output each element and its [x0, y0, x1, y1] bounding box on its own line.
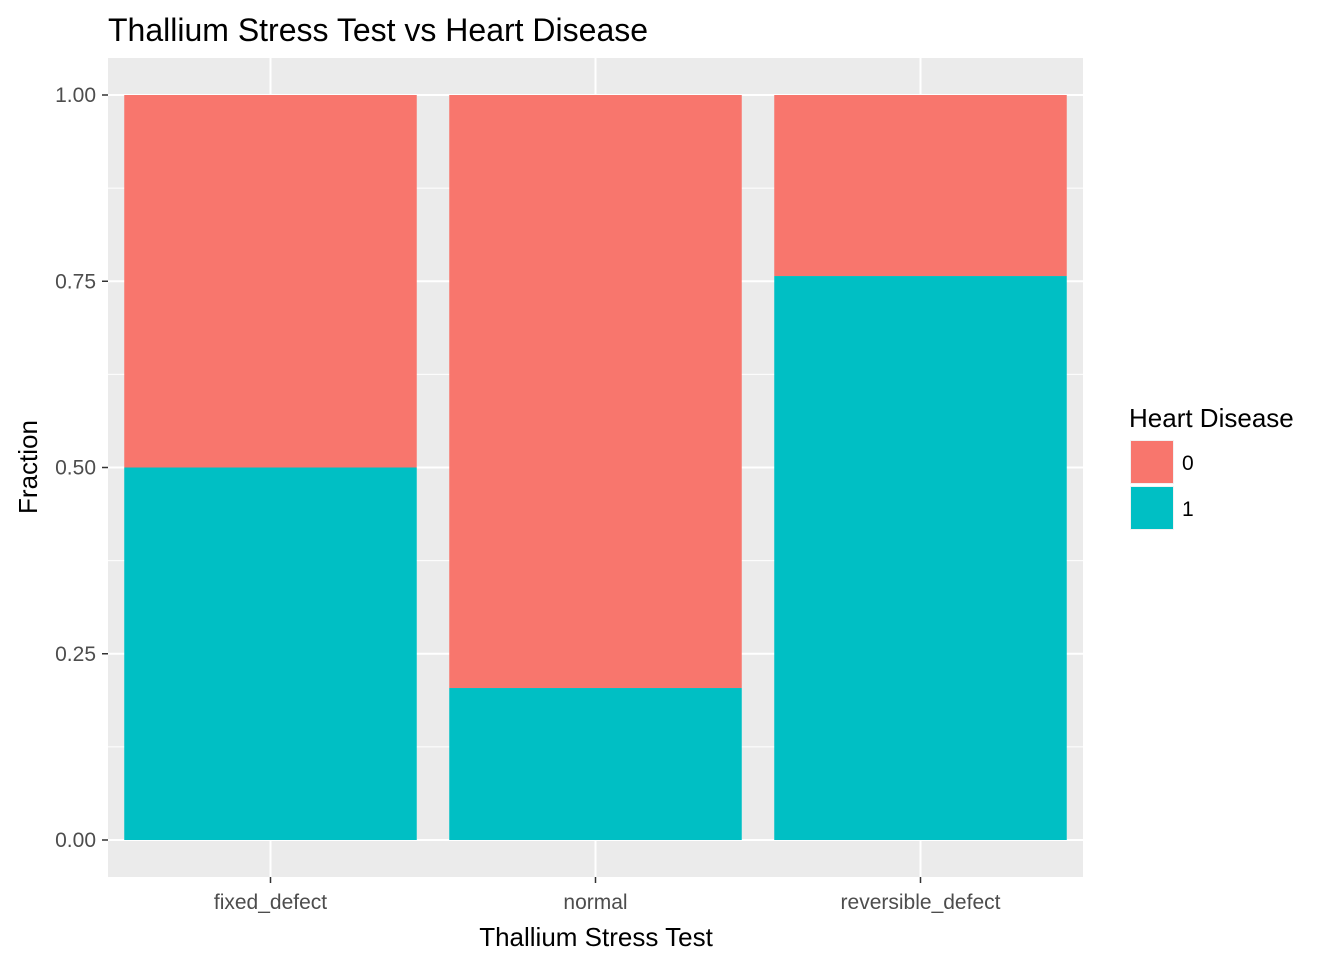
legend-label: 1	[1182, 498, 1194, 521]
x-tick-label: fixed_defect	[214, 891, 327, 914]
legend-label: 0	[1182, 452, 1194, 475]
y-tick-label: 0.75	[55, 270, 96, 293]
x-tick-label: reversible_defect	[841, 891, 1001, 914]
x-axis-title: Thallium Stress Test	[479, 922, 713, 952]
x-axis: fixed_defect normal reversible_defect	[214, 877, 1001, 914]
y-tick-label: 0.50	[55, 457, 96, 480]
x-tick-label: normal	[563, 891, 627, 914]
bars	[124, 95, 1067, 840]
legend-swatch-1	[1131, 487, 1173, 529]
chart-title: Thallium Stress Test vs Heart Disease	[108, 12, 648, 48]
bar-normal-series-0	[449, 95, 742, 689]
legend-title: Heart Disease	[1129, 403, 1294, 433]
bar-reversible_defect-series-0	[774, 95, 1067, 277]
y-axis: 0.00 0.25 0.50 0.75 1.00	[55, 84, 108, 852]
y-tick-label: 1.00	[55, 84, 96, 107]
legend-swatch-0	[1131, 441, 1173, 483]
y-tick-label: 0.00	[55, 829, 96, 852]
bar-normal-series-1	[449, 688, 742, 840]
bar-fixed_defect-series-0	[124, 95, 417, 468]
y-axis-title: Fraction	[13, 420, 43, 514]
legend: Heart Disease 0 1	[1129, 403, 1294, 530]
bar-fixed_defect-series-1	[124, 467, 417, 840]
y-tick-label: 0.25	[55, 643, 96, 666]
bar-reversible_defect-series-1	[774, 276, 1067, 840]
